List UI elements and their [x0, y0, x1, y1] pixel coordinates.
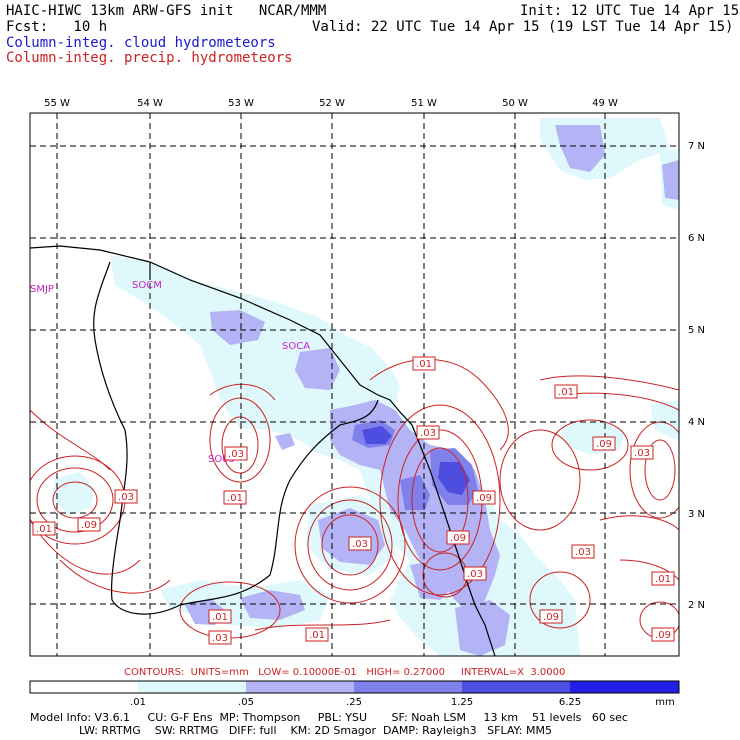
init-time: Init: 12 UTC Tue 14 Apr 15 [520, 3, 740, 19]
contour-labels: .01 .01 .03 .09 .03 .03 .01 .09 .03 .01 … [32, 356, 675, 642]
lon-label: 53 W [228, 98, 254, 109]
contour-label: .09 [596, 439, 612, 450]
lat-label: 3 N [688, 509, 705, 520]
lat-label: 6 N [688, 233, 705, 244]
contour-label: .03 [228, 449, 244, 460]
station-label: SMJP [30, 284, 54, 295]
contour-info: CONTOURS: UNITS=mm LOW= 0.10000E-01 HIGH… [124, 667, 566, 678]
lon-label: 49 W [592, 98, 618, 109]
lon-label: 50 W [502, 98, 528, 109]
lat-label: 7 N [688, 141, 705, 152]
map-title: HAIC-HIWC 13km ARW-GFS init NCAR/MMM [6, 3, 327, 19]
color-bar-tick: .01 [130, 697, 146, 708]
map-frame [29, 112, 680, 657]
contour-label: .03 [575, 547, 591, 558]
contour-label: .09 [81, 520, 97, 531]
valid-time: Valid: 22 UTC Tue 14 Apr 15 (19 LST Tue … [312, 19, 734, 35]
model-info-line1: Model Info: V3.6.1 CU: G-F Ens MP: Thomp… [30, 711, 628, 724]
color-bar-unit: mm [655, 697, 674, 708]
lon-label: 55 W [44, 98, 70, 109]
contour-label: .03 [118, 492, 134, 503]
contour-label: .03 [467, 569, 483, 580]
contour-label: .09 [655, 630, 671, 641]
contour-label: .01 [416, 359, 432, 370]
lat-label: 5 N [688, 325, 705, 336]
contour-label: .01 [36, 524, 52, 535]
lon-label: 54 W [137, 98, 163, 109]
cloud-shade-core [362, 426, 470, 495]
station-label: SO05 [208, 454, 235, 465]
contour-label: .03 [352, 539, 368, 550]
contour-label: .01 [212, 612, 228, 623]
color-bar-tick: .05 [238, 697, 254, 708]
field-precip-label: Column-integ. precip. hydrometeors [6, 50, 293, 66]
contour-label: .09 [450, 533, 466, 544]
color-bar-tick: 6.25 [559, 697, 581, 708]
contour-label: .01 [227, 493, 243, 504]
contour-label: .03 [634, 448, 650, 459]
svg-text:.03: .03 [212, 633, 228, 644]
lon-label: 51 W [411, 98, 437, 109]
contour-label: .03 [420, 428, 436, 439]
field-cloud-label: Column-integ. cloud hydrometeors [6, 35, 276, 51]
coastline-borders [30, 245, 496, 656]
svg-text:.01: .01 [309, 630, 325, 641]
color-bar-tick: 1.25 [451, 697, 473, 708]
lat-lon-grid [30, 113, 679, 656]
contour-label: .01 [558, 387, 574, 398]
station-label: SOCA [282, 341, 310, 352]
forecast-hour: Fcst: 10 h [6, 19, 108, 35]
contour-label: .01 [655, 574, 671, 585]
contour-label: .09 [543, 612, 559, 623]
color-bar-tick: .25 [346, 697, 362, 708]
cloud-shade-light [52, 118, 679, 656]
lat-label: 2 N [688, 600, 705, 611]
contour-label: .09 [476, 493, 492, 504]
model-info-line2: LW: RRTMG SW: RRTMG DIFF: full KM: 2D Sm… [30, 724, 552, 737]
station-label: SOCM [132, 280, 162, 291]
lat-label: 4 N [688, 417, 705, 428]
lon-label: 52 W [319, 98, 345, 109]
color-bar: .01 .05 .25 1.25 6.25 mm [29, 680, 680, 708]
